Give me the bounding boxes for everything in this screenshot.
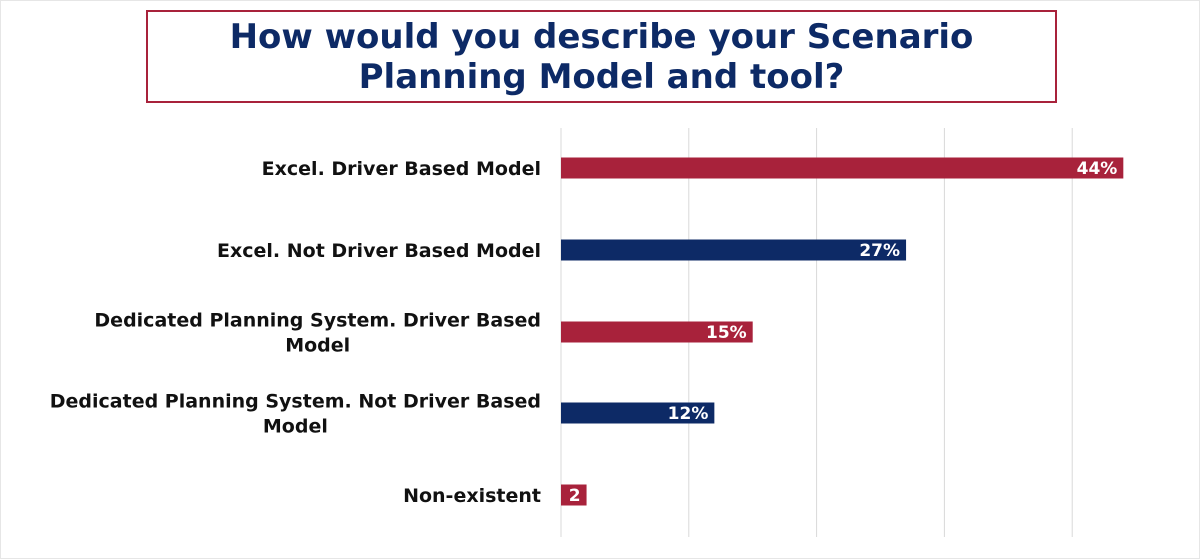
bar-2 [561, 239, 907, 261]
bar-value-label-1: 44% [1077, 159, 1118, 179]
bar-3 [561, 321, 753, 343]
bar-value-label-2: 27% [859, 241, 900, 261]
category-label-2: Excel. Not Driver Based Model [217, 240, 541, 262]
chart-title-box: How would you describe your Scenario Pla… [146, 10, 1057, 103]
chart-title: How would you describe your Scenario Pla… [229, 16, 974, 97]
category-label-3-line-1: Dedicated Planning System. Driver Based [94, 310, 541, 332]
bar-value-label-4: 12% [668, 404, 709, 424]
category-label-3-line-2: Model [285, 335, 350, 357]
category-label-1: Excel. Driver Based Model [262, 158, 541, 180]
bar-4 [561, 402, 715, 424]
bar-5 [561, 484, 587, 506]
bar-1 [561, 157, 1124, 179]
bar-value-label-3: 15% [706, 323, 747, 343]
category-label-4-line-1: Dedicated Planning System. Not Driver Ba… [50, 391, 541, 413]
category-label-5: Non-existent [403, 485, 541, 507]
category-label-4-line-2: Model [263, 416, 328, 438]
bar-value-label-5: 2 [569, 486, 581, 506]
